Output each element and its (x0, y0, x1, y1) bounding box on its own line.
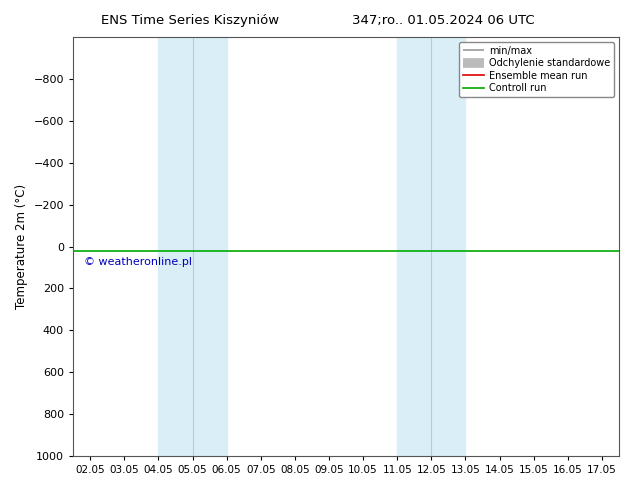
Text: ENS Time Series Kiszyniów: ENS Time Series Kiszyniów (101, 14, 279, 27)
Text: © weatheronline.pl: © weatheronline.pl (84, 257, 192, 267)
Bar (398, 37, 465, 456)
Legend: min/max, Odchylenie standardowe, Ensemble mean run, Controll run: min/max, Odchylenie standardowe, Ensembl… (459, 42, 614, 97)
Y-axis label: Temperature 2m (°C): Temperature 2m (°C) (15, 184, 28, 309)
Text: 347;ro.. 01.05.2024 06 UTC: 347;ro.. 01.05.2024 06 UTC (353, 14, 535, 27)
Bar (158, 37, 226, 456)
